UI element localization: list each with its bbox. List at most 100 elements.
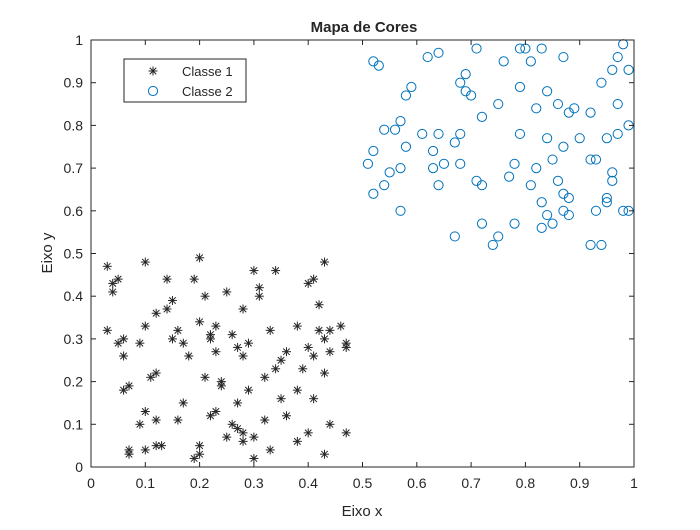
data-point-series-1: [178, 398, 188, 408]
data-point-series-2: [520, 43, 531, 54]
data-point-series-1: [102, 325, 112, 335]
data-point-series-2: [514, 81, 526, 93]
data-point-series-2: [542, 86, 553, 97]
data-point-series-2: [487, 239, 498, 251]
legend: Classe 1 Classe 2: [123, 58, 247, 103]
data-point-series-1: [341, 342, 351, 352]
data-point-series-2: [449, 231, 460, 242]
data-point-series-1: [108, 287, 118, 297]
data-point-series-2: [471, 43, 482, 54]
data-point-series-2: [368, 145, 379, 157]
x-tick-label: 0.5: [353, 475, 373, 491]
data-point-series-2: [400, 90, 412, 101]
data-point-series-1: [205, 330, 215, 340]
data-point-series-1: [249, 453, 259, 463]
data-point-series-2: [438, 158, 450, 169]
data-point-series-2: [542, 133, 553, 144]
data-point-series-1: [222, 287, 232, 297]
data-point-series-2: [536, 197, 547, 208]
data-point-series-1: [135, 419, 145, 429]
y-tick-label: 0.6: [64, 203, 84, 219]
x-tick-label: 0.4: [298, 475, 318, 491]
data-point-series-1: [124, 381, 134, 391]
data-point-series-1: [195, 441, 205, 451]
data-point-series-1: [281, 347, 291, 357]
data-point-series-2: [552, 98, 564, 110]
data-point-series-1: [314, 325, 324, 335]
data-point-series-1: [140, 321, 150, 331]
data-point-series-2: [618, 205, 629, 216]
data-point-series-1: [276, 355, 286, 365]
data-point-series-2: [427, 145, 439, 157]
data-point-series-1: [254, 283, 264, 293]
x-axis-label: Eixo x: [342, 503, 383, 520]
data-point-series-1: [200, 291, 210, 301]
data-point-series-1: [162, 274, 172, 284]
data-point-series-1: [309, 351, 319, 361]
data-point-series-2: [389, 124, 401, 135]
data-point-series-1: [211, 347, 221, 357]
data-point-series-1: [325, 347, 335, 357]
data-point-series-1: [243, 338, 253, 348]
x-tick-label: 0.3: [244, 475, 264, 491]
y-tick-label: 1: [75, 32, 83, 48]
data-point-series-1: [211, 321, 221, 331]
y-tick-label: 0.9: [64, 75, 84, 91]
chart-title: Mapa de Cores: [311, 19, 418, 36]
data-point-series-1: [325, 419, 335, 429]
legend-marker-classe-2: [147, 85, 159, 97]
data-point-series-1: [298, 364, 308, 374]
x-tick-label: 0.8: [516, 475, 536, 491]
y-tick-label: 0.7: [64, 160, 84, 176]
y-tick-label: 0.4: [64, 288, 84, 304]
data-point-series-1: [167, 334, 177, 344]
data-point-series-2: [531, 163, 542, 174]
data-point-series-1: [119, 334, 129, 344]
data-point-series-1: [222, 432, 232, 442]
data-point-series-1: [238, 351, 248, 361]
data-point-series-2: [476, 180, 488, 191]
data-point-series-2: [476, 111, 488, 122]
data-point-series-1: [271, 364, 281, 374]
data-point-series-2: [384, 167, 395, 178]
data-point-series-1: [195, 253, 205, 263]
data-point-series-1: [211, 406, 221, 416]
data-point-series-2: [596, 77, 607, 88]
data-point-series-1: [238, 304, 248, 314]
data-point-series-2: [373, 60, 384, 71]
data-point-series-1: [238, 436, 248, 446]
data-point-series-2: [536, 43, 547, 54]
data-point-series-1: [173, 415, 183, 425]
data-point-series-2: [563, 209, 574, 221]
data-point-series-2: [514, 43, 526, 54]
data-point-series-1: [303, 278, 313, 288]
data-point-series-1: [309, 394, 319, 404]
x-tick-label: 0.1: [136, 475, 156, 491]
legend-box: [123, 58, 247, 103]
data-point-series-2: [476, 218, 488, 229]
data-point-series-1: [157, 441, 167, 451]
plot-area: [90, 39, 635, 468]
data-point-series-1: [140, 257, 150, 267]
data-point-series-2: [607, 167, 618, 178]
data-point-series-2: [601, 133, 612, 144]
data-point-series-2: [498, 56, 509, 67]
data-point-series-1: [162, 304, 172, 314]
data-point-series-1: [319, 368, 329, 378]
y-tick-label: 0.3: [64, 331, 84, 347]
data-point-series-2: [547, 154, 558, 165]
data-point-series-1: [189, 453, 199, 463]
data-point-series-1: [102, 261, 112, 271]
data-point-series-1: [178, 338, 188, 348]
data-point-series-1: [189, 274, 199, 284]
y-tick-label: 0.8: [64, 117, 84, 133]
data-point-series-1: [195, 449, 205, 459]
data-point-series-1: [292, 321, 302, 331]
data-point-series-2: [590, 154, 602, 165]
data-point-series-2: [368, 188, 379, 199]
data-point-series-2: [590, 205, 602, 216]
y-tick-label: 0.5: [64, 246, 84, 262]
data-point-series-1: [260, 372, 270, 382]
